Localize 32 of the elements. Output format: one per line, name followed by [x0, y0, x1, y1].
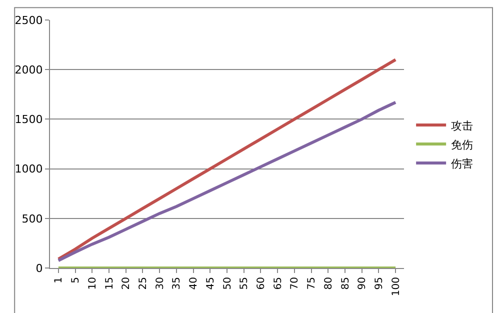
legend-label: 伤害 — [451, 157, 474, 170]
y-tick-label: 1000 — [14, 162, 43, 176]
x-tick-label: 100 — [390, 277, 402, 296]
x-tick-label: 35 — [172, 277, 183, 290]
line-series — [56, 58, 398, 261]
x-tick-label: 20 — [121, 277, 132, 290]
x-tick-label: 90 — [357, 277, 368, 290]
y-tick-label: 2000 — [14, 63, 43, 76]
y-tick-label: 2500 — [14, 14, 43, 27]
x-tick-label: 15 — [104, 277, 116, 290]
x-tick-label: 60 — [256, 277, 267, 290]
x-tick-label: 40 — [188, 277, 200, 290]
x-tick-label: 1 — [54, 277, 65, 284]
x-tick-label: 10 — [87, 277, 98, 290]
x-tick-label: 85 — [340, 277, 352, 290]
x-tick-label: 5 — [70, 277, 82, 284]
legend-label: 攻击 — [451, 119, 474, 132]
line-series — [56, 100, 398, 262]
x-tick-label: 50 — [222, 277, 234, 290]
x-tick-label: 95 — [374, 277, 385, 290]
x-tick-label: 55 — [239, 277, 250, 290]
legend-label: 免伤 — [451, 138, 474, 152]
y-tick-label: 1500 — [14, 113, 43, 126]
x-tick-label: 65 — [272, 277, 284, 290]
x-tick-label: 45 — [205, 277, 216, 290]
x-tick-label: 75 — [306, 277, 318, 290]
y-tick-label: 500 — [22, 212, 43, 226]
x-tick-label: 80 — [323, 277, 334, 290]
x-tick-label: 30 — [154, 277, 166, 290]
x-tick-label: 70 — [290, 277, 301, 290]
y-tick-label: 0 — [36, 262, 43, 275]
x-tick-label: 25 — [138, 277, 149, 290]
